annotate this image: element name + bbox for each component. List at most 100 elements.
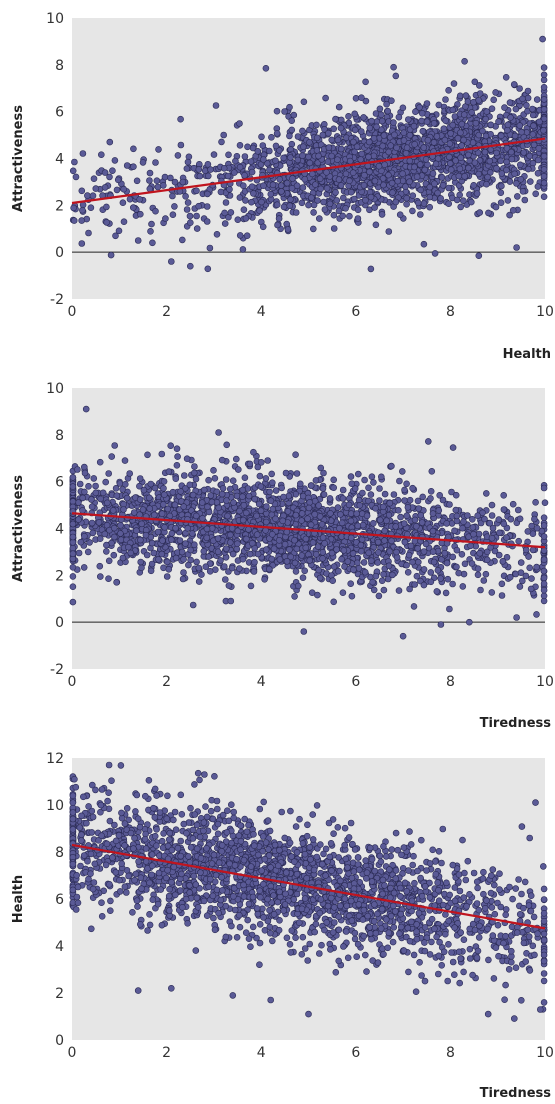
- data-point: [293, 512, 299, 518]
- data-point: [289, 127, 295, 133]
- data-point: [533, 499, 539, 505]
- data-point: [331, 485, 337, 491]
- data-point: [471, 531, 477, 537]
- data-point: [226, 152, 232, 158]
- data-point: [148, 568, 154, 574]
- data-point: [417, 212, 423, 218]
- data-point: [96, 519, 102, 525]
- data-point: [541, 72, 547, 78]
- data-point: [287, 197, 293, 203]
- data-point: [401, 130, 407, 136]
- data-point: [191, 470, 197, 476]
- data-point: [127, 471, 133, 477]
- data-point: [295, 134, 301, 140]
- data-point: [483, 571, 489, 577]
- data-point: [411, 123, 417, 129]
- data-point: [346, 213, 352, 219]
- data-point: [275, 222, 281, 228]
- data-point: [477, 210, 483, 216]
- data-point: [174, 462, 180, 468]
- data-point: [358, 548, 364, 554]
- data-point: [159, 451, 165, 457]
- data-point: [348, 535, 354, 541]
- data-point: [447, 160, 453, 166]
- data-point: [480, 128, 486, 134]
- data-point: [306, 139, 312, 145]
- data-point: [337, 511, 343, 517]
- data-point: [404, 481, 410, 487]
- data-point: [261, 799, 267, 805]
- data-point: [422, 167, 428, 173]
- data-point: [323, 95, 329, 101]
- data-point: [433, 161, 439, 167]
- data-point: [368, 558, 374, 564]
- data-point: [471, 182, 477, 188]
- data-point: [227, 186, 233, 192]
- data-point: [541, 153, 547, 159]
- data-point: [147, 186, 153, 192]
- data-point: [118, 537, 124, 543]
- data-point: [234, 934, 240, 940]
- data-point: [85, 549, 91, 555]
- data-point: [350, 139, 356, 145]
- data-point: [70, 474, 76, 480]
- data-point: [322, 207, 328, 213]
- data-point: [401, 521, 407, 527]
- data-point: [431, 139, 437, 145]
- data-point: [204, 526, 210, 532]
- data-point: [303, 536, 309, 542]
- data-point: [381, 538, 387, 544]
- data-point: [191, 464, 197, 470]
- data-point: [118, 522, 124, 528]
- data-point: [268, 134, 274, 140]
- data-point: [88, 497, 94, 503]
- data-point: [107, 139, 113, 145]
- data-point: [187, 263, 193, 269]
- data-point: [179, 549, 185, 555]
- data-point: [429, 468, 435, 474]
- data-point: [215, 536, 221, 542]
- data-point: [184, 207, 190, 213]
- data-point: [458, 204, 464, 210]
- data-point: [276, 537, 282, 543]
- data-point: [140, 159, 146, 165]
- data-point: [196, 203, 202, 209]
- data-point: [81, 489, 87, 495]
- data-point: [541, 575, 547, 581]
- data-point: [348, 189, 354, 195]
- data-point: [232, 158, 238, 164]
- data-point: [447, 141, 453, 147]
- data-point: [317, 176, 323, 182]
- data-point: [268, 498, 274, 504]
- data-point: [339, 520, 345, 526]
- data-point: [206, 477, 212, 483]
- data-point: [512, 133, 518, 139]
- data-point: [507, 100, 513, 106]
- data-point: [465, 165, 471, 171]
- data-point: [90, 193, 96, 199]
- x-tick-label: 0: [68, 304, 77, 320]
- y-tick-label: 2: [55, 198, 64, 214]
- data-point: [120, 555, 126, 561]
- data-point: [334, 197, 340, 203]
- data-point: [100, 490, 106, 496]
- data-point: [410, 193, 416, 199]
- data-point: [291, 112, 297, 118]
- data-point: [112, 157, 118, 163]
- data-point: [236, 566, 242, 572]
- data-point: [435, 567, 441, 573]
- data-point: [70, 168, 76, 174]
- data-point: [357, 502, 363, 508]
- data-point: [214, 231, 220, 237]
- data-point: [527, 153, 533, 159]
- data-point: [443, 118, 449, 124]
- data-point: [168, 443, 174, 449]
- data-point: [303, 545, 309, 551]
- data-point: [443, 590, 449, 596]
- data-point: [255, 148, 261, 154]
- data-point: [329, 153, 335, 159]
- data-point: [542, 500, 548, 506]
- data-point: [237, 121, 243, 127]
- data-point: [430, 528, 436, 534]
